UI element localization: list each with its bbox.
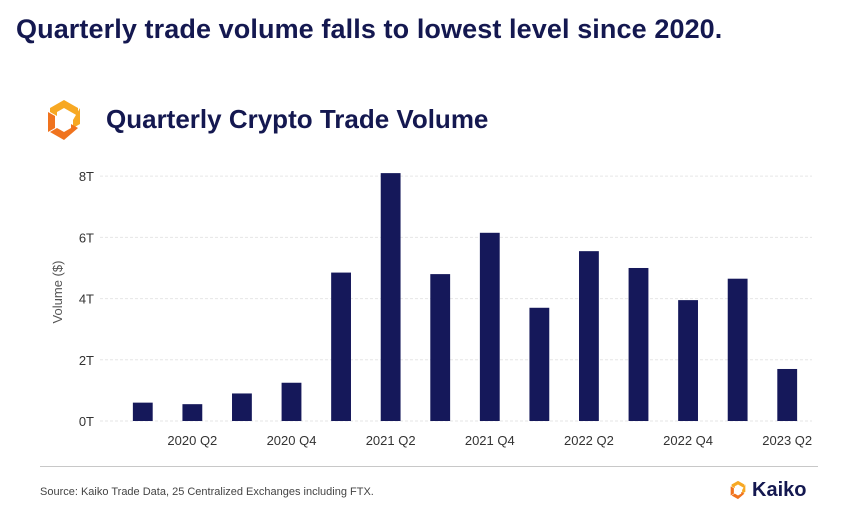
bar-2023-q2 — [777, 368, 798, 421]
kaiko-logo-icon — [48, 100, 80, 140]
x-tick-label: 2021 Q4 — [465, 433, 515, 448]
bar-2023-q1 — [727, 278, 748, 421]
bar-2020-q3 — [232, 393, 252, 421]
x-tick-label: 2021 Q2 — [366, 433, 416, 448]
headline: Quarterly trade volume falls to lowest l… — [16, 14, 723, 44]
x-tick-label: 2020 Q4 — [267, 433, 317, 448]
source-note: Source: Kaiko Trade Data, 25 Centralized… — [40, 486, 374, 498]
chart-title: Quarterly Crypto Trade Volume — [106, 104, 489, 134]
gridlines — [100, 175, 812, 422]
y-tick-label: 6T — [79, 230, 94, 245]
x-axis-ticks: 2020 Q2 2020 Q4 2021 Q2 2021 Q4 2022 Q2 2022 … — [167, 433, 812, 448]
kaiko-brand-icon — [730, 480, 746, 500]
y-tick-label: 8T — [79, 169, 94, 184]
kaiko-brand: Kaiko — [727, 478, 806, 502]
bar-2021-q3 — [430, 274, 451, 421]
y-tick-label: 4T — [79, 292, 94, 307]
y-tick-label: 2T — [79, 353, 94, 368]
brand-name: Kaiko — [752, 478, 807, 501]
x-tick-label: 2023 Q2 — [762, 433, 812, 448]
bar-2021-q2 — [380, 173, 401, 421]
bar-2022-q1 — [529, 307, 550, 421]
footer-divider — [40, 466, 818, 467]
x-tick-label: 2022 Q2 — [564, 433, 614, 448]
bar-2021-q1 — [331, 272, 351, 421]
bar-2022-q4 — [678, 300, 698, 421]
y-tick-label: 0T — [79, 414, 94, 429]
y-axis-ticks: 0T 2T 4T 6T 8T — [79, 169, 94, 429]
bar-2022-q2 — [579, 251, 599, 421]
bars — [132, 173, 798, 421]
y-axis-title: Volume ($) — [50, 261, 65, 324]
x-tick-label: 2022 Q4 — [663, 433, 713, 448]
bar-2021-q4 — [479, 232, 500, 421]
bar-2020-q2 — [182, 404, 203, 421]
bar-2022-q3 — [628, 267, 649, 421]
bar-2020-q4 — [281, 382, 302, 421]
x-tick-label: 2020 Q2 — [167, 433, 217, 448]
bar-2020-q1 — [132, 402, 153, 421]
